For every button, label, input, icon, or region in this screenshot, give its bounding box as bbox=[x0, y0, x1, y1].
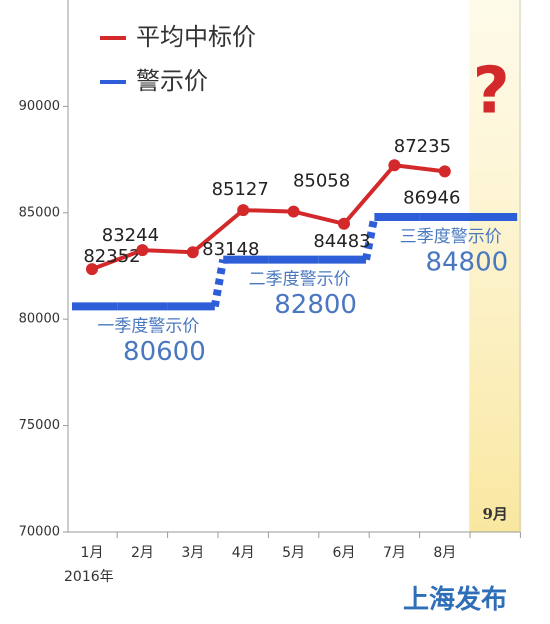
price-point bbox=[438, 165, 451, 178]
value-label: 82352 bbox=[83, 246, 140, 267]
x-tick-label: 9月 bbox=[482, 505, 507, 523]
source: 上海发布 bbox=[403, 584, 507, 615]
x-tick-label: 1月 bbox=[81, 545, 104, 561]
value-label: 85058 bbox=[293, 171, 350, 192]
price-line bbox=[91, 163, 446, 272]
warning-connector bbox=[362, 216, 379, 261]
y-tick-label: 85000 bbox=[19, 205, 60, 220]
price-point bbox=[136, 244, 149, 257]
y-tick-label: 75000 bbox=[19, 418, 60, 433]
value-label: 83244 bbox=[102, 225, 159, 246]
warning-connector bbox=[210, 258, 228, 308]
year-label: 2016年 bbox=[64, 569, 114, 585]
price-point bbox=[86, 263, 98, 276]
price-point bbox=[338, 217, 350, 230]
value-label: 83148 bbox=[202, 239, 259, 260]
quarter-label: 三季度警示价 bbox=[400, 227, 502, 247]
quarter-label: 一季度警示价 bbox=[97, 316, 199, 336]
x-tick-label: 2月 bbox=[131, 545, 154, 561]
warning-value-label: 80600 bbox=[123, 337, 206, 367]
y-tick-label: 80000 bbox=[19, 312, 60, 327]
price-point bbox=[388, 159, 401, 172]
legend-label: 警示价 bbox=[136, 67, 208, 95]
value-label: 86946 bbox=[403, 187, 460, 208]
value-label: 87235 bbox=[394, 136, 451, 157]
value-label: 84483 bbox=[313, 231, 370, 252]
x-tick-label: 7月 bbox=[383, 545, 406, 561]
y-tick-label: 70000 bbox=[19, 525, 60, 540]
quarter-label: 二季度警示价 bbox=[249, 270, 351, 290]
y-tick-label: 90000 bbox=[19, 99, 60, 114]
x-tick-label: 4月 bbox=[232, 545, 255, 561]
value-label: 85127 bbox=[212, 179, 269, 200]
warning-value-label: 82800 bbox=[274, 290, 357, 320]
legend-label: 平均中标价 bbox=[136, 23, 256, 51]
price-point bbox=[237, 204, 250, 217]
x-tick-label: 6月 bbox=[333, 545, 356, 561]
annotation: ? bbox=[473, 55, 510, 129]
price-point bbox=[287, 205, 300, 218]
x-tick-label: 8月 bbox=[433, 545, 456, 561]
warning-value-label: 84800 bbox=[425, 248, 508, 278]
highlight-column bbox=[469, 0, 522, 532]
x-tick-label: 5月 bbox=[282, 545, 305, 561]
x-tick-label: 3月 bbox=[181, 545, 204, 561]
price-point bbox=[186, 246, 199, 259]
